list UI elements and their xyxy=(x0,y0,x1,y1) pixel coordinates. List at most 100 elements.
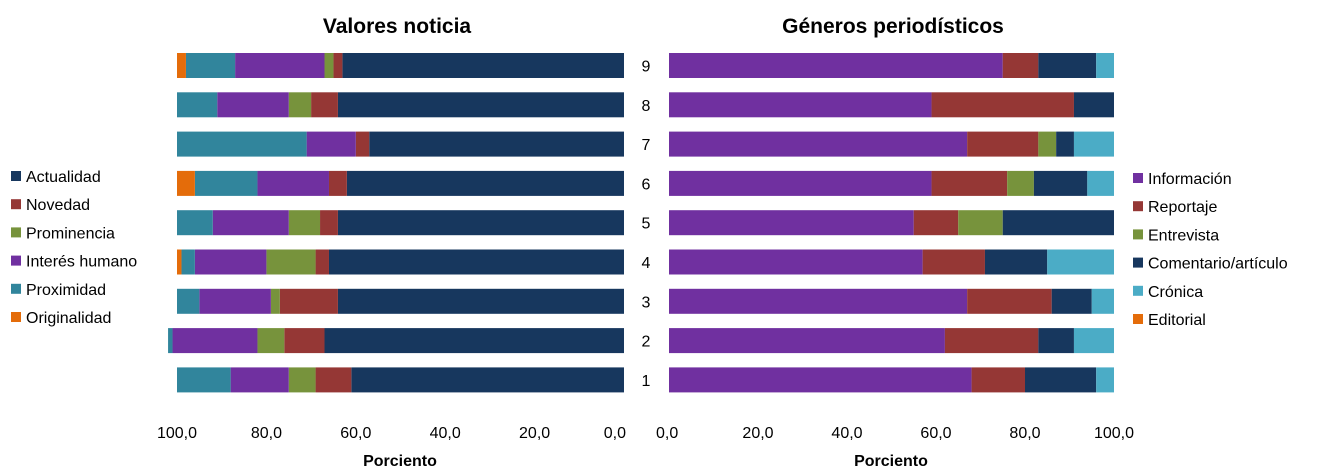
category-label-1: 1 xyxy=(642,373,651,390)
generos-periodisticos-bar-reportaje-6 xyxy=(931,170,1008,196)
valores-noticia-bar-prominencia-2 xyxy=(257,328,285,354)
category-label-5: 5 xyxy=(642,216,651,233)
category-label-6: 6 xyxy=(642,176,651,193)
generos-periodisticos-bars xyxy=(669,53,1114,393)
valores-noticia-bar-proximidad-2 xyxy=(168,328,173,354)
generos-periodisticos-x-tick-label: 20,0 xyxy=(742,425,773,442)
generos-periodisticos-legend-label-comentario-articulo: Comentario/artículo xyxy=(1148,256,1288,273)
generos-periodisticos-bar-reportaje-9 xyxy=(1002,53,1039,78)
category-label-9: 9 xyxy=(642,59,651,76)
valores-noticia-bar-novedad-2 xyxy=(284,328,325,354)
valores-noticia-title: Valores noticia xyxy=(323,15,472,38)
generos-periodisticos-bar-reportaje-1 xyxy=(971,367,1025,393)
category-label-2: 2 xyxy=(642,334,651,351)
generos-periodisticos-legend-label-cronica: Crónica xyxy=(1148,284,1203,301)
valores-noticia-bar-actualidad-5 xyxy=(337,210,624,236)
generos-periodisticos-bar-comentario-articulo-4 xyxy=(984,249,1048,275)
valores-noticia-bar-interes-humano-4 xyxy=(194,249,267,275)
valores-noticia-bar-interes-humano-3 xyxy=(199,288,271,314)
generos-periodisticos-bar-comentario-articulo-1 xyxy=(1025,367,1097,393)
generos-periodisticos-bar-informacion-4 xyxy=(669,249,923,275)
category-label-8: 8 xyxy=(642,98,651,115)
generos-periodisticos-bar-reportaje-8 xyxy=(931,92,1074,118)
generos-periodisticos-x-tick-label: 100,0 xyxy=(1094,425,1134,442)
generos-periodisticos-bar-comentario-articulo-2 xyxy=(1038,328,1074,354)
valores-noticia-x-tick-label: 80,0 xyxy=(251,425,282,442)
generos-periodisticos-bar-informacion-8 xyxy=(669,92,932,118)
valores-noticia-bar-interes-humano-9 xyxy=(235,53,325,78)
generos-periodisticos-bar-reportaje-5 xyxy=(913,210,959,236)
category-labels: 9 8 7 6 5 4 3 2 1 xyxy=(642,59,651,390)
generos-periodisticos-bar-comentario-articulo-9 xyxy=(1038,53,1097,78)
generos-periodisticos-x-ticks: 0,0 20,0 40,0 60,0 80,0 100,0 xyxy=(656,425,1134,442)
valores-noticia-legend-label-interes-humano: Interés humano xyxy=(26,254,137,271)
valores-noticia-bar-proximidad-5 xyxy=(177,210,213,236)
valores-noticia-bar-proximidad-7 xyxy=(177,131,307,157)
generos-periodisticos-legend-swatch-informacion xyxy=(1133,173,1143,183)
valores-noticia-bar-proximidad-8 xyxy=(177,92,218,118)
valores-noticia-x-tick-label: 60,0 xyxy=(340,425,371,442)
valores-noticia-x-tick-label: 20,0 xyxy=(519,425,550,442)
valores-noticia-x-tick-label: 100,0 xyxy=(157,425,197,442)
valores-noticia-legend-label-proximidad: Proximidad xyxy=(26,282,106,299)
valores-noticia-bar-interes-humano-8 xyxy=(217,92,289,118)
generos-periodisticos-bar-reportaje-7 xyxy=(967,131,1039,157)
generos-periodisticos-bar-reportaje-2 xyxy=(944,328,1039,354)
valores-noticia-bar-novedad-6 xyxy=(328,170,347,196)
valores-noticia-bar-novedad-4 xyxy=(315,249,329,275)
generos-periodisticos-bar-comentario-articulo-3 xyxy=(1051,288,1092,314)
valores-noticia-bar-novedad-5 xyxy=(320,210,338,236)
valores-noticia-bar-interes-humano-2 xyxy=(172,328,258,354)
valores-noticia-legend-swatch-actualidad xyxy=(11,171,21,181)
valores-noticia-legend-swatch-proximidad xyxy=(11,283,21,294)
valores-noticia-bars xyxy=(168,53,624,393)
generos-periodisticos-legend-label-editorial: Editorial xyxy=(1148,312,1206,329)
valores-noticia-bar-prominencia-9 xyxy=(324,53,334,78)
valores-noticia-x-ticks: 100,0 80,0 60,0 40,0 20,0 0,0 xyxy=(157,425,626,442)
generos-periodisticos-bar-cronica-4 xyxy=(1047,249,1114,275)
valores-noticia-bar-interes-humano-5 xyxy=(212,210,289,236)
generos-periodisticos-bar-informacion-1 xyxy=(669,367,972,393)
valores-noticia-bar-novedad-3 xyxy=(279,288,338,314)
valores-noticia-bar-prominencia-1 xyxy=(288,367,316,393)
valores-noticia-bar-originalidad-9 xyxy=(177,53,186,78)
generos-periodisticos-bar-cronica-7 xyxy=(1073,131,1114,157)
generos-periodisticos-bar-cronica-9 xyxy=(1096,53,1114,78)
generos-periodisticos-bar-comentario-articulo-7 xyxy=(1056,131,1074,157)
generos-periodisticos-title: Géneros periodísticos xyxy=(782,15,1004,38)
generos-periodisticos-legend-swatch-comentario-articulo xyxy=(1133,257,1143,268)
generos-periodisticos-bar-informacion-5 xyxy=(669,210,914,236)
generos-periodisticos-bar-reportaje-4 xyxy=(922,249,985,275)
valores-noticia-bar-actualidad-7 xyxy=(369,131,624,157)
valores-noticia-bar-actualidad-8 xyxy=(337,92,624,118)
valores-noticia-bar-actualidad-3 xyxy=(337,288,624,314)
generos-periodisticos-bar-informacion-3 xyxy=(669,288,968,314)
valores-noticia-legend-swatch-interes-humano xyxy=(11,255,21,266)
generos-periodisticos-chart: Géneros periodísticos Porciento 0,0 20,0 4… xyxy=(656,15,1288,469)
valores-noticia-bar-novedad-7 xyxy=(355,131,370,157)
generos-periodisticos-bar-cronica-1 xyxy=(1096,367,1114,393)
valores-noticia-bar-actualidad-6 xyxy=(346,170,624,196)
valores-noticia-chart: Valores noticia Porciento 100,0 80,0 60,0 4… xyxy=(11,15,626,469)
generos-periodisticos-bar-informacion-6 xyxy=(669,170,932,196)
valores-noticia-bar-actualidad-4 xyxy=(328,249,624,275)
valores-noticia-legend: Actualidad Novedad Prominencia Interés huma… xyxy=(11,169,137,327)
generos-periodisticos-x-tick-label: 60,0 xyxy=(920,425,951,442)
valores-noticia-xlabel: Porciento xyxy=(363,453,437,469)
generos-periodisticos-bar-informacion-7 xyxy=(669,131,968,157)
generos-periodisticos-bar-informacion-9 xyxy=(669,53,1003,78)
generos-periodisticos-legend: Información Reportaje Entrevista Comentario… xyxy=(1133,171,1288,329)
generos-periodisticos-bar-reportaje-3 xyxy=(967,288,1052,314)
category-label-4: 4 xyxy=(642,255,651,272)
valores-noticia-bar-novedad-8 xyxy=(311,92,338,118)
generos-periodisticos-legend-swatch-editorial xyxy=(1133,314,1143,324)
generos-periodisticos-legend-swatch-entrevista xyxy=(1133,229,1143,240)
valores-noticia-legend-label-novedad: Novedad xyxy=(26,197,90,214)
valores-noticia-bar-proximidad-4 xyxy=(181,249,195,275)
category-label-3: 3 xyxy=(642,294,651,311)
valores-noticia-legend-label-prominencia: Prominencia xyxy=(26,225,115,242)
generos-periodisticos-legend-label-entrevista: Entrevista xyxy=(1148,227,1219,244)
generos-periodisticos-xlabel: Porciento xyxy=(854,453,928,469)
generos-periodisticos-bar-cronica-3 xyxy=(1091,288,1114,314)
generos-periodisticos-x-tick-label: 0,0 xyxy=(656,425,678,442)
